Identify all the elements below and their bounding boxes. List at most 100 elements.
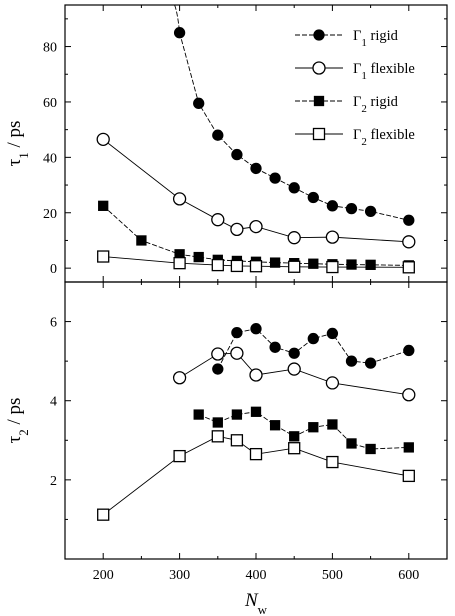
top-y-axis-label: τ1 / ps xyxy=(4,121,31,167)
top-line-gamma2-rigid xyxy=(102,205,409,266)
bottom-point-gamma2-rigid xyxy=(289,431,300,442)
top-line-gamma1-rigid xyxy=(174,4,409,221)
bottom-point-gamma2-flexible xyxy=(402,469,415,483)
bottom-y-tick-label: 6 xyxy=(50,316,57,331)
bottom-point-gamma1-rigid xyxy=(231,327,243,339)
x-tick-label: 300 xyxy=(169,568,190,583)
bottom-point-gamma2-flexible xyxy=(211,430,224,443)
top-point-gamma2-rigid xyxy=(136,235,147,246)
top-line-gamma2-flexible xyxy=(103,256,409,268)
top-y-tick-label: 60 xyxy=(43,96,57,111)
bottom-point-gamma1-flexible xyxy=(325,376,340,390)
bottom-point-gamma2-rigid xyxy=(403,442,414,453)
x-tick-label: 200 xyxy=(93,568,114,583)
bottom-point-gamma1-rigid xyxy=(288,347,300,359)
bottom-point-gamma1-flexible xyxy=(211,347,225,361)
bottom-line-gamma2-flexible xyxy=(102,435,409,516)
bottom-point-gamma1-rigid xyxy=(269,341,281,353)
top-point-gamma1-flexible xyxy=(230,222,244,237)
bottom-point-gamma1-rigid xyxy=(250,323,262,335)
bottom-point-gamma2-rigid xyxy=(250,406,262,417)
bottom-point-gamma1-rigid xyxy=(364,357,377,369)
top-point-gamma1-rigid xyxy=(250,162,262,175)
top-point-gamma1-flexible xyxy=(96,132,110,146)
top-point-gamma1-flexible xyxy=(249,219,263,234)
top-y-tick-label: 20 xyxy=(43,207,57,222)
top-point-gamma1-flexible xyxy=(211,213,225,227)
top-y-tick-label: 80 xyxy=(43,41,57,56)
top-point-gamma2-flexible xyxy=(211,258,224,272)
bottom-point-gamma2-rigid xyxy=(212,417,223,428)
top-point-gamma2-flexible xyxy=(326,260,339,274)
legend-marker-gamma2-rigid xyxy=(313,95,325,107)
top-point-gamma2-rigid xyxy=(98,200,109,211)
legend-marker-gamma1-rigid xyxy=(313,29,325,41)
bottom-point-gamma2-rigid xyxy=(231,409,243,420)
bottom-point-gamma2-flexible xyxy=(249,447,263,461)
bottom-point-gamma1-rigid xyxy=(403,344,415,357)
bottom-point-gamma2-rigid xyxy=(327,419,338,430)
bottom-y-tick-label: 2 xyxy=(50,474,57,489)
legend-label-gamma2-rigid: Γ2 rigid xyxy=(353,94,399,115)
bottom-point-gamma2-flexible xyxy=(173,449,186,463)
x-tick-label: 500 xyxy=(322,568,343,583)
bottom-point-gamma1-rigid xyxy=(212,363,224,375)
top-point-gamma1-rigid xyxy=(345,202,358,215)
top-point-gamma1-rigid xyxy=(212,129,224,141)
bottom-y-tick-label: 4 xyxy=(50,395,57,410)
top-y-tick-label: 40 xyxy=(43,151,57,166)
bottom-point-gamma1-rigid xyxy=(345,355,358,367)
legend-label-gamma1-rigid: Γ1 rigid xyxy=(353,28,399,49)
bottom-point-gamma1-rigid xyxy=(326,327,339,340)
top-point-gamma1-rigid xyxy=(307,191,319,204)
plot-layer: 0 20 40 60 80 τ1 / ps 2 4 6 200 300 400 500 600 τ2 / p… xyxy=(4,4,448,616)
bottom-line-gamma1-rigid xyxy=(217,328,409,370)
bottom-point-gamma2-rigid xyxy=(346,438,357,449)
top-point-gamma2-flexible xyxy=(249,260,263,273)
x-tick-label: 400 xyxy=(246,568,267,583)
top-point-gamma1-rigid xyxy=(173,27,186,39)
top-point-gamma1-rigid xyxy=(288,182,300,194)
legend-label-gamma2-flexible: Γ2 flexible xyxy=(353,127,415,148)
x-tick-label: 600 xyxy=(398,568,419,583)
legend-marker-gamma2-flexible xyxy=(312,127,326,141)
top-point-gamma1-rigid xyxy=(269,172,281,184)
bottom-line-gamma2-rigid xyxy=(198,411,409,450)
top-point-gamma2-rigid xyxy=(346,259,357,270)
bottom-y-axis-label: τ2 / ps xyxy=(4,398,31,444)
bottom-point-gamma2-rigid xyxy=(308,422,319,433)
bottom-point-gamma2-flexible xyxy=(288,442,301,455)
bottom-point-gamma2-rigid xyxy=(269,420,281,431)
legend-label-gamma1-flexible: Γ1 flexible xyxy=(353,61,415,82)
bottom-point-gamma1-flexible xyxy=(230,346,244,360)
top-y-tick-label: 0 xyxy=(50,262,57,277)
top-point-gamma1-flexible xyxy=(402,235,416,249)
bottom-point-gamma2-rigid xyxy=(193,409,204,420)
top-point-gamma2-flexible xyxy=(288,260,301,273)
top-point-gamma2-rigid xyxy=(365,259,376,270)
top-point-gamma2-flexible xyxy=(402,261,415,274)
top-point-gamma1-flexible xyxy=(325,230,340,244)
x-axis-label: Nw xyxy=(244,590,268,616)
top-point-gamma1-rigid xyxy=(231,148,243,161)
top-point-gamma1-rigid xyxy=(403,214,415,226)
top-point-gamma1-flexible xyxy=(287,231,301,245)
bottom-point-gamma1-flexible xyxy=(172,371,187,385)
bottom-point-gamma2-rigid xyxy=(365,443,376,455)
bottom-point-gamma2-flexible xyxy=(97,508,110,521)
bottom-point-gamma1-rigid xyxy=(307,332,319,345)
bottom-point-gamma1-flexible xyxy=(249,368,263,382)
top-point-gamma1-rigid xyxy=(193,97,205,109)
bottom-point-gamma2-flexible xyxy=(326,455,339,469)
top-point-gamma2-rigid xyxy=(308,258,319,269)
top-point-gamma2-flexible xyxy=(173,257,186,270)
top-point-gamma2-flexible xyxy=(97,250,110,263)
legend-marker-gamma1-flexible xyxy=(312,61,326,75)
bottom-point-gamma1-flexible xyxy=(402,388,416,402)
top-point-gamma1-rigid xyxy=(326,200,339,212)
top-point-gamma1-rigid xyxy=(364,205,377,218)
top-point-gamma2-rigid xyxy=(193,251,204,263)
top-point-gamma2-rigid xyxy=(269,257,281,268)
bottom-point-gamma2-flexible xyxy=(230,434,244,447)
